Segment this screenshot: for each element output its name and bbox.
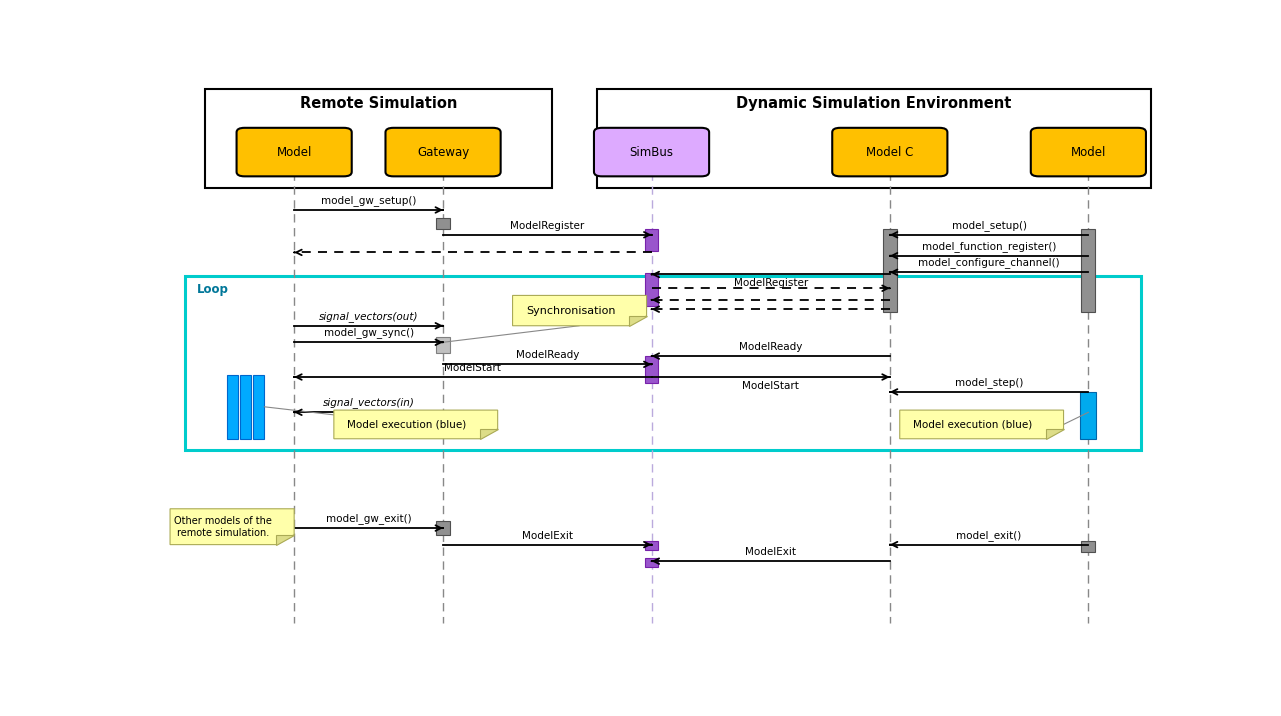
Text: model_gw_sync(): model_gw_sync(): [324, 327, 414, 339]
Text: ModelReady: ModelReady: [516, 350, 579, 360]
Bar: [184, 276, 1141, 450]
Text: Synchronisation: Synchronisation: [526, 306, 615, 316]
Bar: [883, 229, 897, 312]
Text: Model execution (blue): Model execution (blue): [913, 420, 1032, 430]
Text: model_gw_exit(): model_gw_exit(): [325, 513, 411, 524]
Text: Gateway: Gateway: [416, 145, 469, 158]
FancyBboxPatch shape: [386, 128, 501, 176]
Bar: [205, 89, 552, 188]
Bar: [644, 274, 658, 306]
Bar: [597, 89, 1150, 188]
Text: Model: Model: [277, 145, 311, 158]
Text: ModelRegister: ModelRegister: [510, 221, 584, 231]
Bar: [252, 375, 264, 439]
Text: Remote Simulation: Remote Simulation: [300, 96, 457, 111]
Text: model_setup(): model_setup(): [952, 220, 1026, 231]
FancyBboxPatch shape: [1031, 128, 1146, 176]
Bar: [227, 375, 238, 439]
Bar: [1080, 392, 1097, 439]
Bar: [240, 375, 251, 439]
Text: model_exit(): model_exit(): [957, 530, 1022, 541]
Text: Loop: Loop: [197, 283, 229, 296]
Text: signal_vectors(out): signal_vectors(out): [319, 311, 419, 322]
Polygon shape: [277, 535, 295, 545]
Text: model_function_register(): model_function_register(): [922, 241, 1057, 252]
Text: Model: Model: [1071, 145, 1106, 158]
Text: model_step(): model_step(): [954, 377, 1024, 388]
Text: SimBus: SimBus: [629, 145, 674, 158]
Polygon shape: [480, 429, 497, 439]
Polygon shape: [899, 410, 1063, 439]
FancyBboxPatch shape: [833, 128, 948, 176]
Bar: [644, 356, 658, 382]
Text: Model execution (blue): Model execution (blue): [347, 420, 466, 430]
Bar: [644, 558, 658, 566]
FancyBboxPatch shape: [594, 128, 710, 176]
Bar: [644, 541, 658, 550]
Polygon shape: [170, 509, 295, 545]
Text: ModelExit: ModelExit: [521, 531, 573, 541]
Text: Model C: Model C: [866, 145, 913, 158]
Text: ModelStart: ModelStart: [742, 381, 799, 391]
Bar: [436, 218, 450, 229]
Bar: [1081, 229, 1095, 312]
Text: model_configure_channel(): model_configure_channel(): [918, 258, 1059, 268]
Polygon shape: [629, 316, 647, 326]
Polygon shape: [512, 296, 647, 326]
Polygon shape: [334, 410, 497, 439]
FancyBboxPatch shape: [237, 128, 352, 176]
Bar: [644, 229, 658, 251]
Polygon shape: [1045, 429, 1063, 439]
Text: ModelExit: ModelExit: [746, 547, 797, 557]
Text: ModelRegister: ModelRegister: [734, 279, 808, 289]
Text: Dynamic Simulation Environment: Dynamic Simulation Environment: [737, 96, 1012, 111]
Bar: [1081, 541, 1095, 552]
Text: Other models of the
remote simulation.: Other models of the remote simulation.: [174, 516, 272, 538]
Bar: [436, 337, 450, 353]
Text: ModelReady: ModelReady: [739, 342, 802, 352]
Bar: [436, 521, 450, 536]
Text: signal_vectors(in): signal_vectors(in): [323, 397, 415, 408]
Text: model_gw_setup(): model_gw_setup(): [322, 195, 416, 206]
Text: ModelStart: ModelStart: [445, 363, 501, 373]
